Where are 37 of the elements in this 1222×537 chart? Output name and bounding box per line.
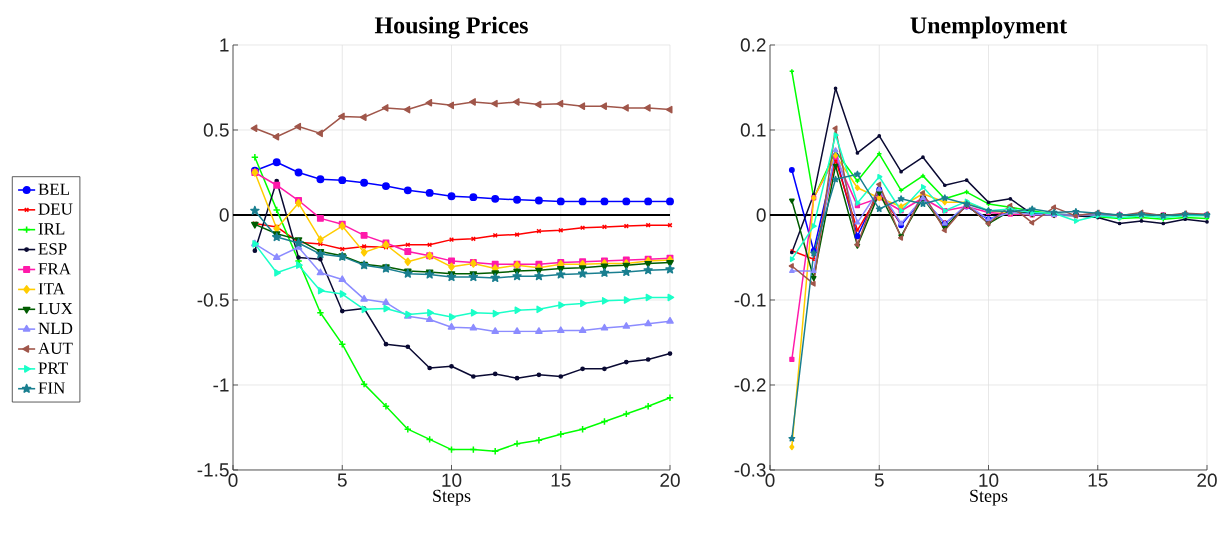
x-tick-label: 5 <box>337 473 347 487</box>
y-tick-label: -1.5 <box>197 463 229 477</box>
x-axis-title: Steps <box>970 489 1008 506</box>
legend-label: FRA <box>38 263 71 275</box>
y-tick-label: -0.2 <box>734 378 766 392</box>
legend-label: FIN <box>38 382 65 394</box>
x-axis-title: Steps <box>433 489 471 506</box>
legend-label: ESP <box>38 243 67 255</box>
legend-label: IRL <box>38 223 65 235</box>
y-tick-label: 0.2 <box>740 38 766 52</box>
legend-label: AUT <box>38 342 73 355</box>
y-tick-label: -0.5 <box>197 293 229 307</box>
chart-title: Unemployment <box>910 16 1068 39</box>
y-tick-label: 0.1 <box>740 123 766 137</box>
y-tick-label: -1 <box>213 378 229 392</box>
chart-title: Housing Prices <box>374 16 528 39</box>
x-tick-label: 0 <box>765 473 775 487</box>
y-tick-label: -0.1 <box>734 293 766 307</box>
x-tick-label: 15 <box>1088 473 1108 487</box>
legend-label: LUX <box>38 302 73 315</box>
y-tick-label: 1 <box>220 38 229 52</box>
legend-label: ITA <box>38 283 65 295</box>
legend-label: DEU <box>38 203 73 215</box>
x-tick-label: 20 <box>1197 473 1217 487</box>
x-tick-label: 10 <box>979 473 999 487</box>
legend-label: NLD <box>38 322 73 334</box>
y-tick-label: -0.3 <box>734 463 766 477</box>
x-tick-label: 15 <box>551 473 571 487</box>
x-tick-label: 5 <box>874 473 884 487</box>
y-tick-label: 0.5 <box>203 123 229 137</box>
legend-label: BEL <box>38 183 70 195</box>
x-tick-label: 0 <box>228 473 238 487</box>
y-tick-label: 0 <box>756 208 766 222</box>
y-tick-label: 0 <box>219 208 229 222</box>
legend-label: PRT <box>38 362 68 374</box>
x-tick-label: 20 <box>660 473 680 487</box>
x-tick-label: 10 <box>442 473 462 487</box>
